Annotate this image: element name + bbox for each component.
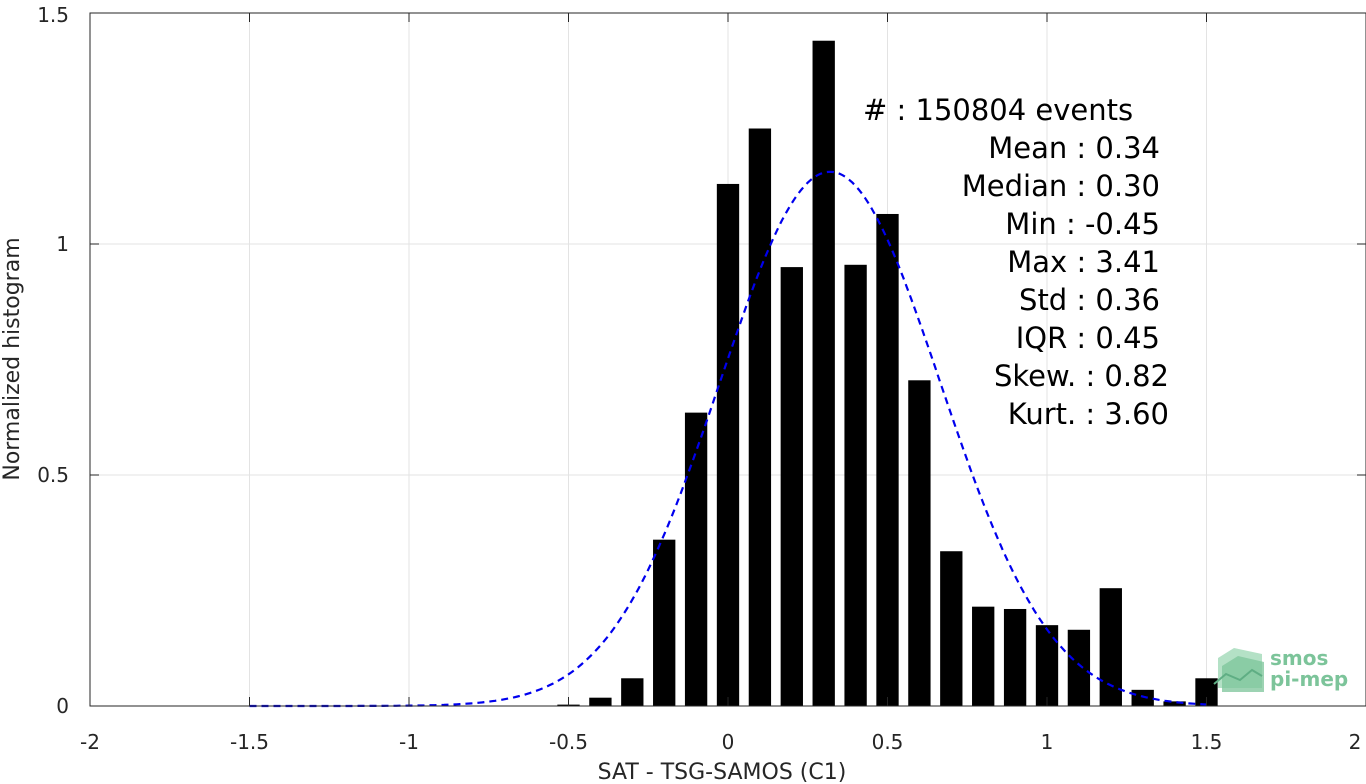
- x-tick-label: 1: [1041, 730, 1054, 754]
- stats-line: Mean : 0.34: [988, 131, 1160, 165]
- histogram-bar: [780, 267, 803, 706]
- histogram-bar: [1163, 701, 1186, 706]
- histogram-bar: [844, 264, 867, 706]
- bars: [557, 40, 1218, 707]
- histogram-bar: [972, 606, 995, 706]
- histogram-bar: [589, 697, 612, 706]
- x-tick-label: 2: [1349, 730, 1362, 754]
- axis-ticks: [89, 12, 1366, 707]
- smos-pi-mep-logo: smos pi-mep: [1213, 646, 1348, 692]
- logo-icon: [1213, 648, 1264, 692]
- x-tick-labels: -2 -1.5 -1 -0.5 0 0.5 1 1.5 2: [80, 730, 1361, 754]
- x-tick-label: 0.5: [872, 730, 904, 754]
- histogram-bar: [940, 551, 963, 706]
- stats-line: Skew. : 0.82: [994, 359, 1169, 393]
- x-tick-label: 1.5: [1191, 730, 1223, 754]
- logo-text-smos: smos: [1270, 646, 1328, 670]
- y-tick-labels: 0 0.5 1 1.5: [37, 3, 69, 718]
- histogram-bar: [653, 539, 676, 706]
- y-tick-label: 1.5: [37, 3, 69, 27]
- stats-line: Min : -0.45: [1005, 207, 1160, 241]
- stats-line: # : 150804 events: [863, 93, 1133, 127]
- histogram-bar: [1003, 608, 1027, 706]
- histogram-bar: [748, 128, 772, 706]
- x-axis-title: SAT - TSG-SAMOS (C1): [598, 760, 847, 784]
- histogram-bar: [1035, 625, 1059, 706]
- x-tick-label: -1.5: [230, 730, 269, 754]
- stats-line: Median : 0.30: [962, 169, 1160, 203]
- x-tick-label: -1: [399, 730, 419, 754]
- y-axis-title: Normalized histogram: [0, 237, 25, 480]
- histogram-bar: [1195, 678, 1218, 706]
- histogram-bar: [812, 40, 835, 707]
- statistics-box: # : 150804 events Mean : 0.34 Median : 0.3…: [863, 93, 1169, 431]
- histogram-bar: [716, 183, 740, 706]
- stats-line: IQR : 0.45: [1016, 321, 1160, 355]
- y-tick-label: 0: [56, 694, 69, 718]
- stats-line: Kurt. : 3.60: [1008, 397, 1169, 431]
- histogram-bar: [684, 412, 708, 706]
- histogram-bar: [908, 380, 931, 706]
- stats-line: Std : 0.36: [1019, 283, 1160, 317]
- y-tick-label: 1: [56, 232, 69, 256]
- x-tick-label: -0.5: [549, 730, 588, 754]
- histogram-bar: [876, 213, 899, 706]
- logo-text-pi-mep: pi-mep: [1270, 667, 1348, 691]
- stats-line: Max : 3.41: [1007, 245, 1160, 279]
- histogram-bar: [621, 678, 644, 706]
- x-tick-label: 0: [722, 730, 735, 754]
- histogram-bar: [1099, 588, 1122, 706]
- histogram-bar: [1067, 629, 1091, 706]
- histogram-bar: [1131, 689, 1154, 706]
- y-tick-label: 0.5: [37, 463, 69, 487]
- x-tick-label: -2: [80, 730, 100, 754]
